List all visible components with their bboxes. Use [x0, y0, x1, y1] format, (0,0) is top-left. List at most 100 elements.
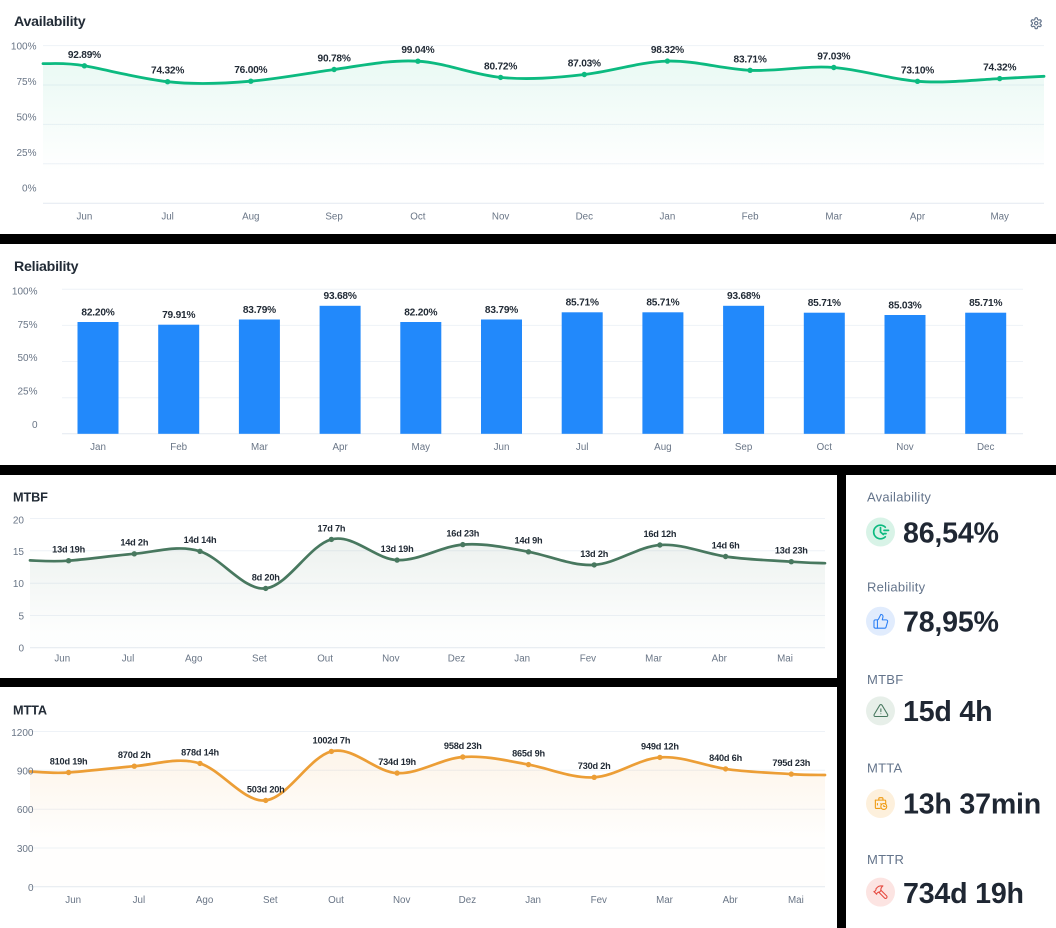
svg-text:Dez: Dez: [448, 653, 466, 664]
svg-text:Ago: Ago: [196, 895, 214, 906]
svg-text:97.03%: 97.03%: [817, 52, 850, 63]
svg-text:Jun: Jun: [77, 211, 93, 222]
svg-text:85.71%: 85.71%: [566, 298, 599, 309]
svg-text:Sep: Sep: [325, 211, 343, 222]
svg-text:15: 15: [13, 547, 25, 558]
svg-text:Abr: Abr: [723, 895, 739, 906]
svg-text:79.91%: 79.91%: [162, 310, 195, 321]
svg-text:10: 10: [13, 579, 25, 590]
svg-text:Dec: Dec: [977, 442, 995, 453]
svg-text:Mai: Mai: [788, 895, 804, 906]
svg-text:Aug: Aug: [654, 442, 671, 453]
svg-text:870d 2h: 870d 2h: [118, 750, 151, 760]
svg-text:May: May: [990, 211, 1009, 222]
svg-text:Jan: Jan: [525, 895, 541, 906]
svg-text:Reliability: Reliability: [867, 580, 926, 595]
svg-text:14d 2h: 14d 2h: [120, 538, 148, 548]
svg-text:87.03%: 87.03%: [568, 59, 601, 70]
svg-text:93.68%: 93.68%: [324, 291, 357, 302]
svg-text:Mar: Mar: [825, 211, 843, 222]
svg-text:15d 4h: 15d 4h: [903, 696, 992, 728]
svg-text:14d 14h: 14d 14h: [184, 535, 217, 545]
svg-text:16d 23h: 16d 23h: [446, 529, 479, 539]
svg-text:Nov: Nov: [382, 653, 400, 664]
svg-text:734d 19h: 734d 19h: [903, 878, 1024, 910]
svg-text:100%: 100%: [11, 42, 37, 53]
svg-text:1002d 7h: 1002d 7h: [313, 735, 351, 745]
svg-text:16d 12h: 16d 12h: [643, 529, 676, 539]
svg-text:Feb: Feb: [170, 442, 187, 453]
svg-text:98.32%: 98.32%: [651, 45, 684, 56]
svg-text:Fev: Fev: [591, 895, 607, 906]
svg-text:83.71%: 83.71%: [734, 54, 767, 65]
svg-text:Jun: Jun: [65, 895, 81, 906]
svg-text:82.20%: 82.20%: [81, 307, 114, 318]
svg-text:Sep: Sep: [735, 442, 753, 453]
svg-text:503d 20h: 503d 20h: [247, 784, 285, 794]
svg-text:90.78%: 90.78%: [318, 54, 351, 65]
svg-text:13d 23h: 13d 23h: [775, 546, 808, 556]
svg-text:73.10%: 73.10%: [901, 65, 934, 76]
svg-text:74.32%: 74.32%: [983, 63, 1016, 74]
svg-text:Reliability: Reliability: [14, 259, 79, 275]
svg-text:Dez: Dez: [459, 895, 477, 906]
svg-text:Jul: Jul: [133, 895, 146, 906]
svg-text:Feb: Feb: [742, 211, 759, 222]
svg-text:Jan: Jan: [514, 653, 530, 664]
svg-text:5: 5: [18, 612, 24, 623]
svg-text:13d 19h: 13d 19h: [52, 545, 85, 555]
svg-text:734d 19h: 734d 19h: [378, 757, 416, 767]
svg-text:Dec: Dec: [576, 211, 594, 222]
svg-text:Availability: Availability: [867, 490, 931, 505]
svg-text:76.00%: 76.00%: [234, 65, 267, 76]
svg-text:795d 23h: 795d 23h: [772, 758, 810, 768]
svg-text:93.68%: 93.68%: [727, 291, 760, 302]
svg-text:99.04%: 99.04%: [401, 45, 434, 56]
svg-text:958d 23h: 958d 23h: [444, 741, 482, 751]
svg-text:0%: 0%: [22, 184, 37, 195]
svg-text:Jul: Jul: [161, 211, 174, 222]
svg-text:Mar: Mar: [645, 653, 663, 664]
svg-text:Nov: Nov: [492, 211, 510, 222]
svg-text:May: May: [412, 442, 431, 453]
svg-text:MTTA: MTTA: [867, 761, 902, 776]
svg-text:Ago: Ago: [185, 653, 203, 664]
svg-text:900: 900: [17, 766, 34, 777]
svg-text:86,54%: 86,54%: [903, 517, 999, 549]
svg-text:92.89%: 92.89%: [68, 50, 101, 61]
svg-text:Jul: Jul: [122, 653, 135, 664]
svg-text:50%: 50%: [17, 353, 37, 364]
svg-text:Availability: Availability: [14, 14, 86, 30]
svg-text:878d 14h: 878d 14h: [181, 747, 219, 757]
svg-text:85.71%: 85.71%: [808, 298, 841, 309]
svg-text:Out: Out: [317, 653, 333, 664]
svg-text:85.71%: 85.71%: [969, 298, 1002, 309]
svg-text:Apr: Apr: [910, 211, 926, 222]
svg-text:MTTR: MTTR: [867, 852, 904, 867]
svg-text:Set: Set: [263, 895, 278, 906]
svg-text:949d 12h: 949d 12h: [641, 741, 679, 751]
svg-text:74.32%: 74.32%: [151, 66, 184, 77]
svg-text:Aug: Aug: [242, 211, 259, 222]
svg-text:730d 2h: 730d 2h: [578, 761, 611, 771]
svg-text:25%: 25%: [16, 148, 36, 159]
svg-text:Nov: Nov: [393, 895, 411, 906]
svg-text:78,95%: 78,95%: [903, 607, 999, 639]
svg-text:Jan: Jan: [90, 442, 106, 453]
svg-text:13d 2h: 13d 2h: [580, 549, 608, 559]
svg-text:Jun: Jun: [494, 442, 510, 453]
svg-text:Jan: Jan: [660, 211, 676, 222]
svg-text:MTBF: MTBF: [13, 491, 48, 505]
svg-text:0: 0: [28, 883, 34, 894]
svg-text:13d 19h: 13d 19h: [381, 544, 414, 554]
svg-text:300: 300: [17, 844, 34, 855]
svg-text:14d 6h: 14d 6h: [712, 540, 740, 550]
svg-text:Jul: Jul: [576, 442, 589, 453]
svg-text:83.79%: 83.79%: [243, 305, 276, 316]
svg-text:Out: Out: [328, 895, 344, 906]
svg-text:Set: Set: [252, 653, 267, 664]
svg-text:Oct: Oct: [817, 442, 833, 453]
svg-text:Jun: Jun: [54, 653, 70, 664]
svg-text:Abr: Abr: [712, 653, 728, 664]
svg-text:50%: 50%: [16, 113, 36, 124]
